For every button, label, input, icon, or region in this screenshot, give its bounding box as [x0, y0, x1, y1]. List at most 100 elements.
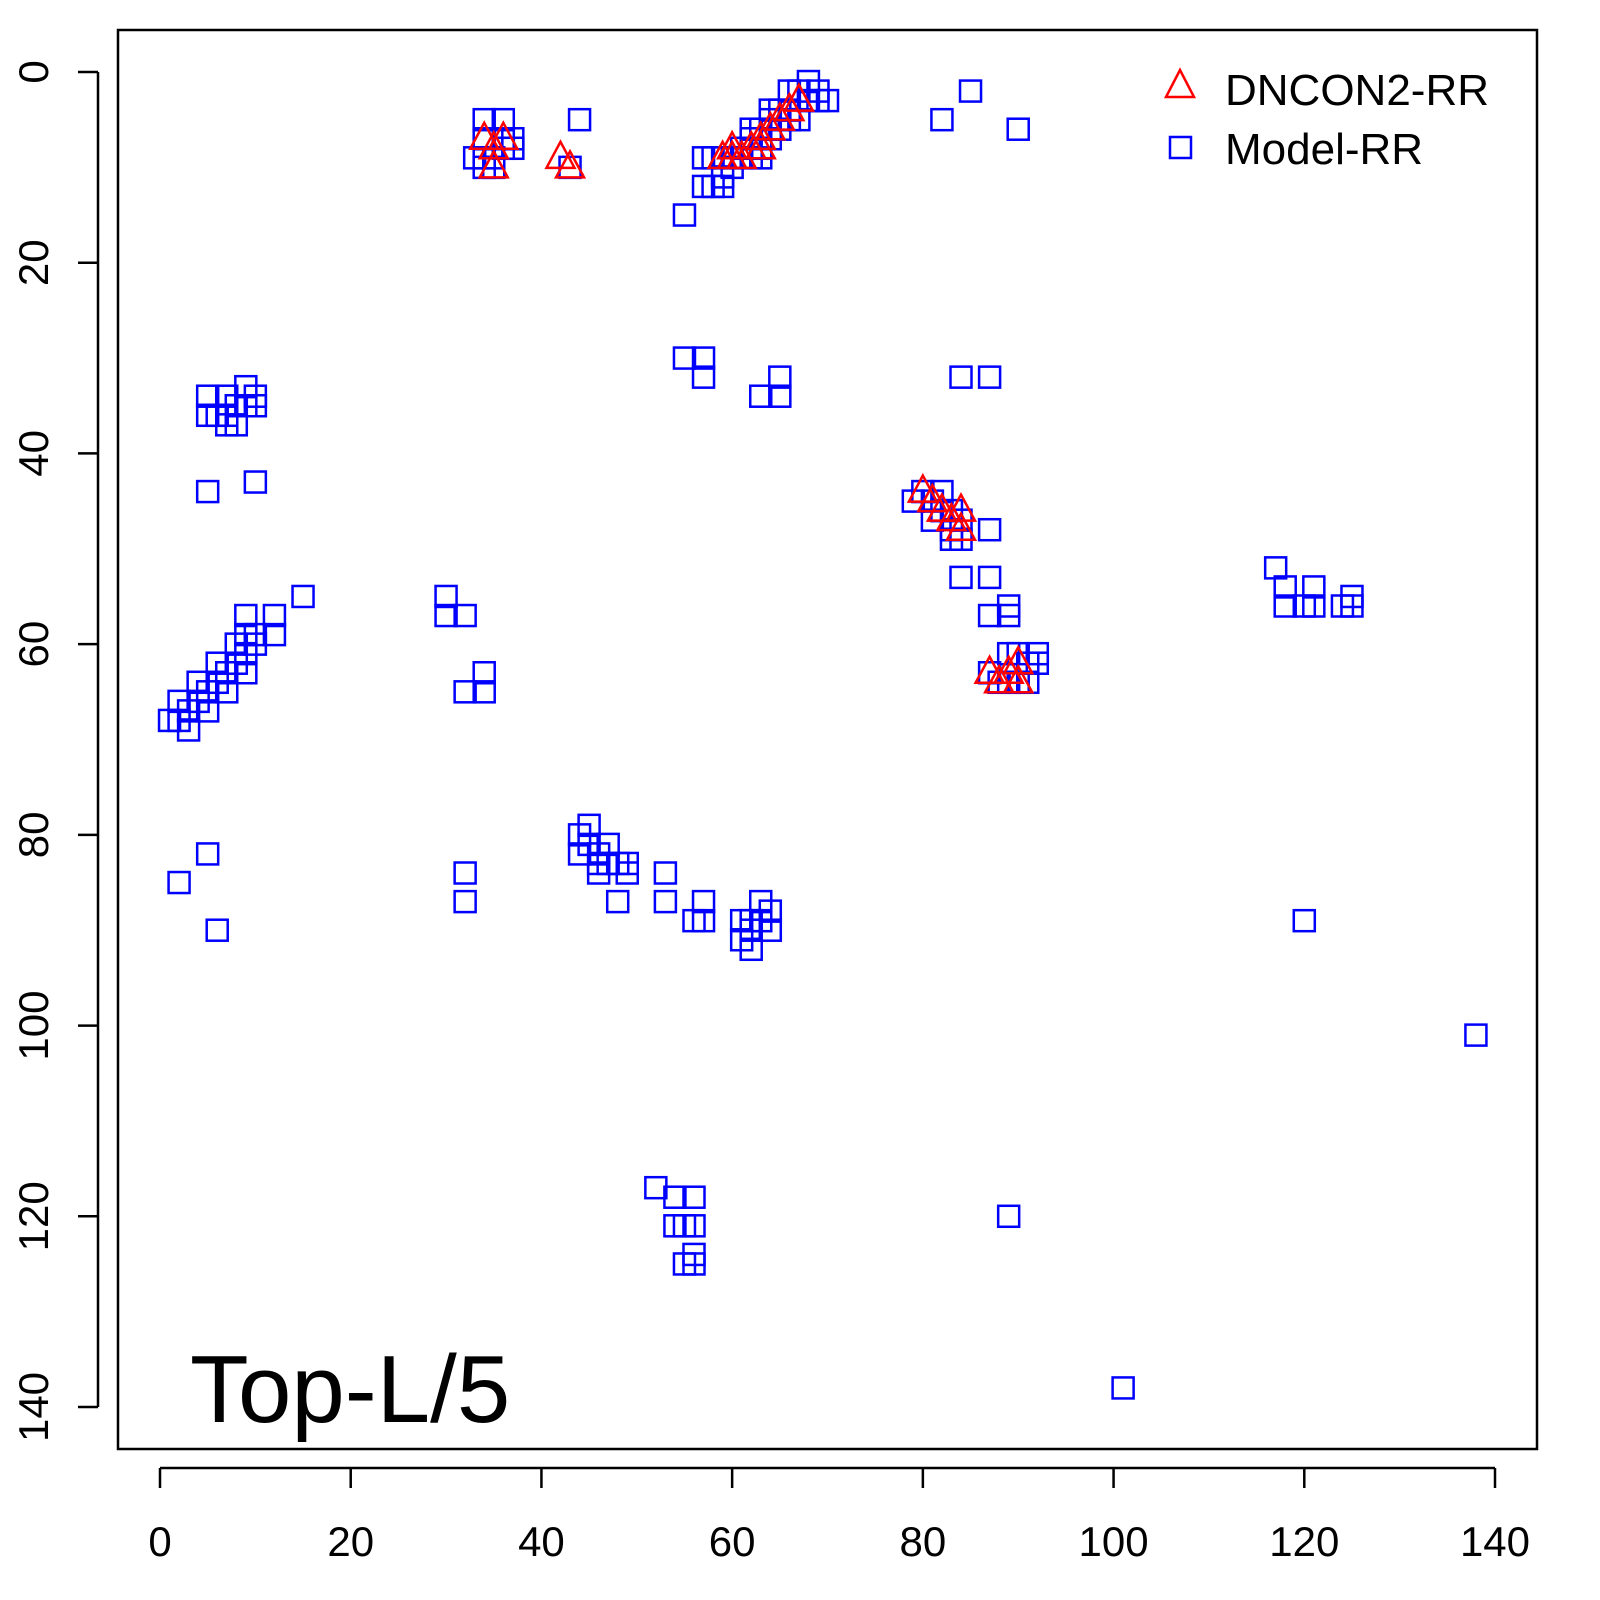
model-rr-point	[205, 918, 229, 942]
model-rr-point	[453, 603, 477, 628]
dncon2-rr-point	[477, 129, 510, 160]
y-tick-label: 80	[10, 811, 57, 858]
legend-square-marker	[1168, 135, 1193, 160]
x-axis: 0 20 40 60 80 100 120 140	[148, 1466, 1530, 1565]
model-rr-point	[472, 107, 496, 132]
x-tick-label: 140	[1460, 1518, 1530, 1565]
model-rr-point	[243, 394, 268, 418]
dncon2-rr-point	[782, 81, 815, 112]
model-rr-point	[691, 889, 716, 914]
y-tick-label: 40	[10, 430, 57, 477]
model-rr-point	[682, 1252, 706, 1276]
x-tick-label: 100	[1079, 1518, 1149, 1565]
model-rr-point	[663, 1185, 687, 1209]
dncon2-rr-point	[1002, 663, 1035, 694]
y-tick-label: 60	[10, 621, 57, 668]
dncon2-rr-point	[763, 101, 796, 131]
model-rr-point	[262, 603, 287, 628]
model-rr-point	[453, 889, 477, 914]
model-rr-point	[739, 937, 763, 962]
model-rr-point	[577, 813, 601, 838]
model-rr-point	[672, 346, 697, 370]
model-rr-point	[815, 88, 840, 113]
model-rr-point	[615, 861, 639, 885]
x-tick-label: 20	[327, 1518, 374, 1565]
legend-label-model: Model-RR	[1225, 125, 1423, 174]
x-tick-label: 60	[709, 1518, 756, 1565]
y-tick-label: 20	[10, 239, 57, 286]
x-tick-label: 120	[1269, 1518, 1339, 1565]
model-rr-point	[1292, 908, 1317, 933]
y-tick-label: 120	[10, 1181, 57, 1251]
model-rr-point	[234, 661, 258, 685]
model-rr-point	[453, 680, 477, 704]
plot-frame	[116, 28, 1539, 1451]
points-layer	[157, 69, 1488, 1400]
model-rr-point	[996, 1204, 1021, 1229]
model-rr-point	[749, 384, 773, 408]
dncon2-rr-point	[983, 663, 1016, 694]
model-rr-point	[1273, 575, 1297, 599]
model-rr-point	[1111, 1376, 1135, 1400]
model-rr-point	[691, 908, 716, 933]
model-rr-point	[1006, 117, 1030, 141]
model-rr-point	[949, 565, 973, 590]
model-rr-point	[977, 565, 1002, 590]
model-rr-point	[243, 470, 268, 494]
model-rr-point	[472, 661, 496, 685]
model-rr-point	[691, 346, 716, 370]
dncon2-rr-point	[944, 492, 978, 522]
model-rr-point	[930, 107, 954, 132]
model-rr-point	[996, 603, 1021, 628]
model-rr-point	[434, 584, 458, 609]
model-rr-point	[653, 889, 678, 914]
y-tick-label: 100	[10, 991, 57, 1061]
dncon2-rr-point	[1002, 644, 1035, 675]
model-rr-point	[949, 365, 973, 389]
y-axis: 0 20 40 60 80 100 120 140	[10, 60, 100, 1442]
model-rr-point	[1340, 594, 1364, 618]
model-rr-point	[958, 79, 983, 103]
y-tick-label: 140	[10, 1372, 57, 1442]
model-rr-point	[768, 365, 792, 389]
model-rr-point	[215, 680, 239, 704]
dncon2-rr-point	[744, 129, 777, 160]
model-rr-point	[653, 861, 678, 885]
dncon2-rr-point	[744, 120, 777, 150]
legend-label-dncon2: DNCON2-RR	[1225, 66, 1489, 115]
model-rr-point	[977, 365, 1002, 389]
model-rr-point	[1273, 594, 1297, 618]
dncon2-rr-point	[773, 91, 806, 122]
dncon2-rr-point	[944, 511, 978, 541]
model-rr-point	[176, 718, 201, 742]
model-rr-point	[691, 365, 716, 389]
model-rr-point	[205, 403, 229, 428]
model-rr-point	[1464, 1023, 1488, 1047]
model-rr-point	[682, 1185, 706, 1209]
model-rr-point	[768, 384, 792, 408]
legend: DNCON2-RR Model-RR	[1163, 66, 1489, 174]
model-rr-point	[977, 517, 1002, 542]
x-tick-label: 40	[518, 1518, 565, 1565]
chart-annotation: Top-L/5	[190, 1336, 510, 1443]
model-rr-point	[682, 1214, 706, 1238]
model-rr-point	[1302, 594, 1326, 618]
dncon2-rr-point	[754, 110, 787, 141]
model-rr-point	[195, 842, 220, 866]
model-rr-point	[1302, 575, 1326, 599]
model-rr-point	[453, 861, 477, 885]
model-rr-point	[472, 680, 496, 704]
model-rr-point	[672, 203, 697, 227]
dncon2-rr-point	[553, 148, 587, 179]
model-rr-point	[195, 699, 220, 723]
model-rr-point	[586, 851, 611, 876]
model-rr-point	[739, 908, 763, 933]
model-rr-point	[167, 870, 191, 895]
model-rr-point	[195, 479, 220, 504]
model-rr-point	[434, 603, 458, 628]
x-tick-label: 0	[148, 1518, 171, 1565]
dncon2-rr-point	[487, 120, 520, 150]
model-rr-point	[605, 889, 630, 914]
model-rr-point	[262, 622, 287, 647]
